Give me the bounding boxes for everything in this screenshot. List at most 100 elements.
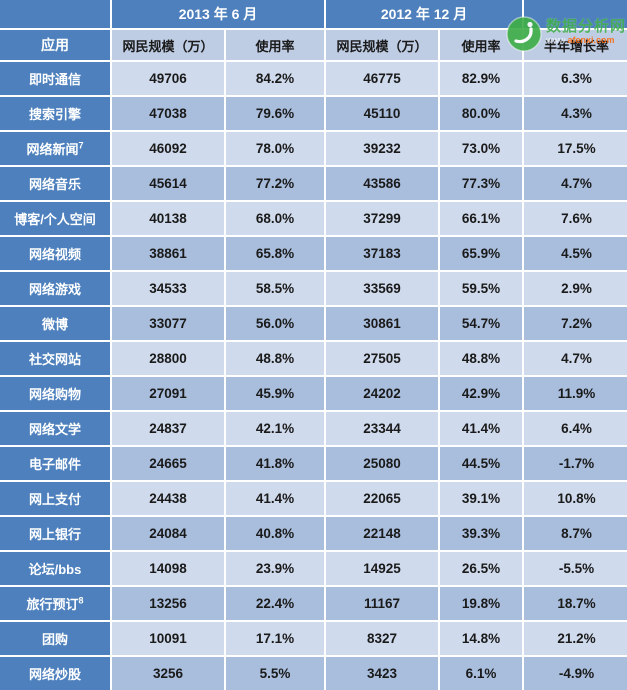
usage-2013-value: 22.4%	[223, 585, 327, 622]
usage-2013-value: 78.0%	[223, 130, 327, 167]
usage-2012-value: 65.9%	[438, 235, 525, 272]
table-row: 微博 33077 56.0% 30861 54.7% 7.2%	[0, 305, 627, 342]
growth-value: -5.5%	[522, 550, 627, 587]
header-usage-2012: 使用率	[438, 28, 525, 62]
app-label: 网络购物	[0, 375, 112, 412]
usage-2013-value: 41.4%	[223, 480, 327, 517]
app-label: 团购	[0, 620, 112, 657]
growth-value: 6.3%	[522, 60, 627, 97]
scale-2013-value: 47038	[110, 95, 226, 132]
scale-2013-value: 49706	[110, 60, 226, 97]
app-label: 网络炒股	[0, 655, 112, 690]
scale-2012-value: 24202	[324, 375, 441, 412]
scale-2013-value: 13256	[110, 585, 226, 622]
usage-2012-value: 39.1%	[438, 480, 525, 517]
usage-2012-value: 42.9%	[438, 375, 525, 412]
growth-value: 4.3%	[522, 95, 627, 132]
scale-2013-value: 40138	[110, 200, 226, 237]
header-period-2013: 2013 年 6 月	[109, 0, 327, 30]
growth-value: 7.6%	[522, 200, 627, 237]
footnote-superscript: 8	[78, 595, 84, 606]
usage-2012-value: 26.5%	[438, 550, 525, 587]
scale-2012-value: 37183	[324, 235, 441, 272]
scale-2013-value: 24438	[110, 480, 226, 517]
scale-2012-value: 30861	[324, 305, 441, 342]
app-label: 网络新闻7	[0, 130, 112, 167]
table-row: 网络购物 27091 45.9% 24202 42.9% 11.9%	[0, 375, 627, 412]
app-label: 微博	[0, 305, 112, 342]
scale-2012-value: 23344	[324, 410, 441, 447]
scale-2012-value: 22065	[324, 480, 441, 517]
growth-value: 21.2%	[522, 620, 627, 657]
scale-2013-value: 46092	[110, 130, 226, 167]
usage-2013-value: 5.5%	[223, 655, 327, 690]
usage-2013-value: 40.8%	[223, 515, 327, 552]
scale-2012-value: 46775	[324, 60, 441, 97]
app-label: 电子邮件	[0, 445, 112, 482]
scale-2012-value: 45110	[324, 95, 441, 132]
usage-2012-value: 77.3%	[438, 165, 525, 202]
header-row-columns: 应用 网民规模（万） 使用率 网民规模（万） 使用率 半年增长率	[0, 28, 627, 62]
growth-value: 2.9%	[522, 270, 627, 307]
usage-2012-value: 80.0%	[438, 95, 525, 132]
table-row: 网上银行 24084 40.8% 22148 39.3% 8.7%	[0, 515, 627, 552]
scale-2013-value: 45614	[110, 165, 226, 202]
app-label: 网络音乐	[0, 165, 112, 202]
usage-2012-value: 59.5%	[438, 270, 525, 307]
table-row: 即时通信 49706 84.2% 46775 82.9% 6.3%	[0, 60, 627, 97]
usage-2013-value: 45.9%	[223, 375, 327, 412]
table-row: 社交网站 28800 48.8% 27505 48.8% 4.7%	[0, 340, 627, 377]
table-row: 电子邮件 24665 41.8% 25080 44.5% -1.7%	[0, 445, 627, 482]
scale-2012-value: 8327	[324, 620, 441, 657]
table-row: 博客/个人空间 40138 68.0% 37299 66.1% 7.6%	[0, 200, 627, 237]
usage-2013-value: 48.8%	[223, 340, 327, 377]
app-label: 网上支付	[0, 480, 112, 517]
header-app: 应用	[0, 28, 112, 62]
header-corner-right-cell	[522, 0, 627, 30]
scale-2012-value: 11167	[324, 585, 441, 622]
scale-2013-value: 24837	[110, 410, 226, 447]
scale-2012-value: 25080	[324, 445, 441, 482]
usage-2013-value: 42.1%	[223, 410, 327, 447]
header-growth: 半年增长率	[522, 28, 627, 62]
usage-2013-value: 56.0%	[223, 305, 327, 342]
app-label: 网络文学	[0, 410, 112, 447]
usage-2012-value: 48.8%	[438, 340, 525, 377]
header-scale-2013: 网民规模（万）	[110, 28, 226, 62]
growth-value: -4.9%	[522, 655, 627, 690]
usage-2013-value: 58.5%	[223, 270, 327, 307]
usage-2013-value: 68.0%	[223, 200, 327, 237]
usage-2012-value: 54.7%	[438, 305, 525, 342]
scale-2013-value: 10091	[110, 620, 226, 657]
usage-2012-value: 41.4%	[438, 410, 525, 447]
usage-2012-value: 44.5%	[438, 445, 525, 482]
usage-2012-value: 6.1%	[438, 655, 525, 690]
usage-2012-value: 19.8%	[438, 585, 525, 622]
usage-2012-value: 14.8%	[438, 620, 525, 657]
scale-2012-value: 22148	[324, 515, 441, 552]
growth-value: 7.2%	[522, 305, 627, 342]
table-row: 旅行预订8 13256 22.4% 11167 19.8% 18.7%	[0, 585, 627, 622]
scale-2013-value: 28800	[110, 340, 226, 377]
scale-2012-value: 33569	[324, 270, 441, 307]
scale-2012-value: 39232	[324, 130, 441, 167]
table-row: 网络新闻7 46092 78.0% 39232 73.0% 17.5%	[0, 130, 627, 167]
scale-2013-value: 33077	[110, 305, 226, 342]
table-row: 网络文学 24837 42.1% 23344 41.4% 6.4%	[0, 410, 627, 447]
usage-2013-value: 41.8%	[223, 445, 327, 482]
table-row: 网络视频 38861 65.8% 37183 65.9% 4.5%	[0, 235, 627, 272]
growth-value: 4.7%	[522, 165, 627, 202]
table-row: 网络游戏 34533 58.5% 33569 59.5% 2.9%	[0, 270, 627, 307]
growth-value: 18.7%	[522, 585, 627, 622]
table-row: 搜索引擎 47038 79.6% 45110 80.0% 4.3%	[0, 95, 627, 132]
growth-value: 11.9%	[522, 375, 627, 412]
app-label: 论坛/bbs	[0, 550, 112, 587]
header-row-periods: 2013 年 6 月 2012 年 12 月	[0, 0, 627, 30]
growth-value: 10.8%	[522, 480, 627, 517]
header-usage-2013: 使用率	[223, 28, 327, 62]
usage-2012-value: 66.1%	[438, 200, 525, 237]
app-label: 网络游戏	[0, 270, 112, 307]
table-body: 即时通信 49706 84.2% 46775 82.9% 6.3% 搜索引擎 4…	[0, 60, 627, 690]
header-period-2012: 2012 年 12 月	[324, 0, 525, 30]
